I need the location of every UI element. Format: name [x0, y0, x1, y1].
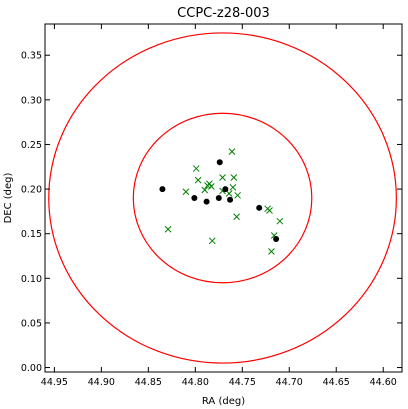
y-tick-label: 0.05 [21, 318, 42, 329]
dot-point [203, 198, 210, 205]
dot-point [191, 195, 198, 201]
y-axis-label: DEC (deg) [3, 172, 14, 223]
plot-area-frame [44, 23, 403, 373]
cross-point [201, 186, 209, 194]
y-tick-label: 0.15 [21, 229, 42, 240]
x-axis: 44.95 44.90 44.85 44.80 44.75 44.70 44.65 44.60 [41, 24, 397, 388]
x-tick-label: 44.60 [370, 377, 397, 388]
y-tick-label: 0.30 [21, 95, 42, 106]
x-tick-label: 44.90 [88, 377, 115, 388]
x-tick-label: 44.85 [135, 377, 162, 388]
crosses-layer [164, 148, 284, 255]
radius-circle-2 [48, 32, 397, 364]
cross-point [219, 174, 226, 181]
dot-point [256, 204, 263, 211]
x-tick-label: 44.65 [323, 377, 350, 388]
dot-point [273, 236, 280, 243]
dots-layer [159, 159, 280, 243]
cross-point [194, 176, 202, 184]
cross-point [164, 225, 172, 233]
x-tick-label: 44.75 [229, 377, 256, 388]
dot-point [222, 186, 229, 193]
dot-point [227, 196, 234, 203]
circles-layer [48, 32, 397, 364]
y-tick-label: 0.00 [21, 363, 42, 374]
y-tick-label: 0.25 [21, 140, 42, 151]
dot-point [215, 195, 222, 201]
chart-title: CCPC-z28-003 [177, 6, 270, 21]
cross-point [268, 248, 275, 255]
cross-point [266, 207, 273, 214]
cross-point [192, 165, 200, 172]
cross-point [229, 183, 237, 191]
y-tick-label: 0.20 [21, 185, 42, 196]
y-tick-label: 0.10 [21, 274, 42, 285]
cross-point [230, 174, 238, 181]
dot-point [159, 186, 166, 193]
cross-point [234, 191, 241, 199]
cross-point [225, 190, 233, 197]
cross-point [233, 213, 241, 221]
x-tick-label: 44.70 [276, 377, 303, 388]
x-tick-label: 44.80 [182, 377, 209, 388]
x-tick-label: 44.95 [41, 377, 68, 388]
y-tick-label: 0.35 [21, 51, 42, 62]
y-axis: 0.00 0.05 0.10 0.15 0.20 0.25 0.30 0.35 [21, 51, 402, 374]
cross-point [228, 148, 236, 155]
radius-circle-1 [132, 112, 313, 284]
cross-point [276, 217, 284, 225]
x-axis-label: RA (deg) [202, 396, 245, 407]
cross-point [207, 183, 215, 190]
cross-point [208, 237, 216, 245]
dot-point [216, 159, 223, 166]
cross-point [182, 188, 190, 196]
